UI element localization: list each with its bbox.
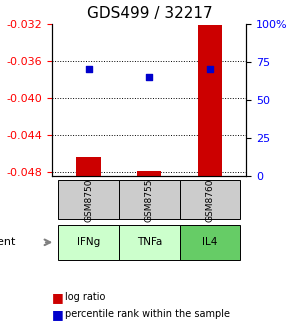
FancyBboxPatch shape [180, 225, 240, 260]
FancyBboxPatch shape [58, 225, 119, 260]
Text: GSM8750: GSM8750 [84, 178, 93, 222]
Point [147, 74, 152, 80]
Text: TNFa: TNFa [137, 237, 162, 247]
FancyBboxPatch shape [180, 180, 240, 219]
Text: IFNg: IFNg [77, 237, 100, 247]
FancyBboxPatch shape [119, 225, 180, 260]
Text: GSM8760: GSM8760 [206, 178, 215, 222]
Point [86, 67, 91, 72]
Bar [137, 171, 162, 176]
Text: IL4: IL4 [202, 237, 218, 247]
FancyBboxPatch shape [119, 180, 180, 219]
Text: percentile rank within the sample: percentile rank within the sample [65, 309, 230, 319]
FancyBboxPatch shape [58, 180, 119, 219]
Bar [77, 157, 101, 176]
Title: GDS499 / 32217: GDS499 / 32217 [86, 6, 212, 21]
Text: agent: agent [0, 237, 16, 247]
Bar [198, 26, 222, 176]
Point [208, 67, 212, 72]
Text: ■: ■ [52, 308, 64, 321]
Text: GSM8755: GSM8755 [145, 178, 154, 222]
Text: ■: ■ [52, 291, 64, 304]
Text: log ratio: log ratio [65, 292, 106, 302]
